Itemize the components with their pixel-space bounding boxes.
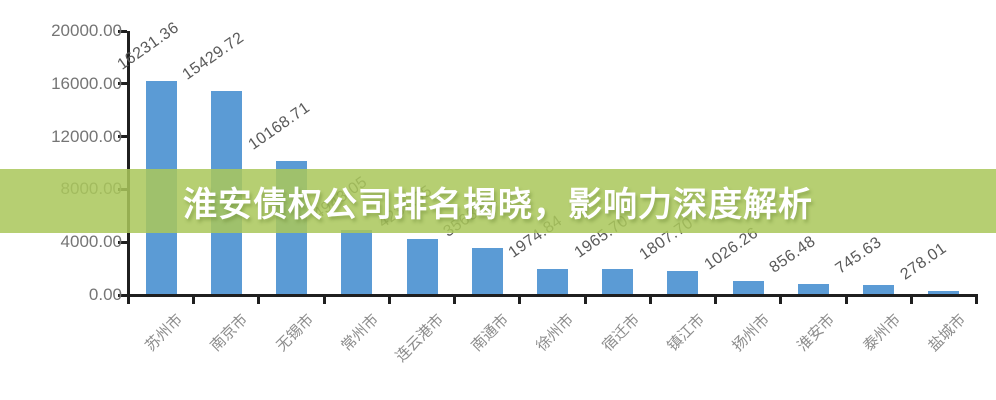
x-axis-tick bbox=[322, 295, 326, 304]
headline-text: 淮安债权公司排名揭晓，影响力深度解析 bbox=[183, 185, 813, 224]
bar bbox=[732, 281, 764, 294]
bar-value-label: 745.63 bbox=[832, 233, 885, 278]
y-axis-label: 16000.00 bbox=[51, 73, 122, 93]
bar-value-label: 16231.36 bbox=[114, 18, 183, 74]
y-axis-label: 0.00 bbox=[88, 285, 122, 304]
x-axis-tick bbox=[714, 295, 718, 304]
bar-value-label: 10168.71 bbox=[245, 98, 313, 154]
x-axis-tick bbox=[127, 295, 130, 304]
headline-banner: 淮安债权公司排名揭晓，影响力深度解析 bbox=[0, 169, 996, 233]
bar bbox=[863, 285, 895, 294]
x-axis-tick bbox=[257, 295, 261, 304]
x-axis-tick bbox=[453, 295, 457, 304]
category-label: 徐州市 bbox=[533, 311, 578, 355]
x-axis-tick bbox=[974, 295, 978, 304]
y-axis-tick bbox=[117, 82, 127, 86]
bar-value-label: 856.48 bbox=[766, 232, 820, 277]
category-label: 无锡市 bbox=[272, 311, 317, 355]
bar bbox=[797, 283, 829, 294]
category-label: 连云港市 bbox=[392, 311, 448, 366]
y-axis-label: 12000.00 bbox=[51, 126, 122, 146]
y-axis-line bbox=[127, 31, 130, 297]
bar bbox=[536, 268, 568, 294]
x-axis-tick bbox=[779, 295, 783, 304]
x-axis-tick bbox=[387, 295, 391, 304]
category-label: 镇江市 bbox=[664, 311, 708, 355]
y-axis-tick bbox=[117, 135, 127, 139]
x-axis-tick bbox=[192, 295, 196, 304]
x-axis-tick bbox=[844, 295, 848, 304]
category-label: 南京市 bbox=[207, 311, 252, 355]
bar bbox=[341, 229, 373, 294]
x-axis-tick bbox=[518, 295, 522, 304]
category-label: 常州市 bbox=[337, 311, 382, 355]
category-label: 南通市 bbox=[468, 311, 513, 355]
bar-value-label: 15429.72 bbox=[179, 29, 248, 84]
y-axis-tick bbox=[117, 240, 127, 244]
bar bbox=[928, 291, 960, 294]
category-label: 苏州市 bbox=[142, 311, 187, 355]
y-axis-label: 20000.00 bbox=[51, 21, 122, 40]
category-label: 宿迁市 bbox=[598, 311, 643, 355]
x-axis-tick bbox=[648, 295, 652, 304]
category-label: 扬州市 bbox=[729, 311, 774, 355]
y-axis-label: 4000.00 bbox=[60, 232, 122, 252]
x-axis-line bbox=[127, 293, 978, 297]
bar bbox=[667, 271, 699, 294]
bar bbox=[471, 247, 503, 294]
y-axis-tick bbox=[117, 29, 127, 33]
bar bbox=[406, 239, 438, 294]
bar-value-label: 278.01 bbox=[897, 240, 950, 284]
x-axis-tick bbox=[583, 295, 587, 304]
y-axis-tick bbox=[117, 293, 127, 297]
x-axis-tick bbox=[909, 295, 913, 304]
category-label: 淮安市 bbox=[794, 311, 839, 355]
category-label: 泰州市 bbox=[859, 311, 904, 355]
category-label: 盐城市 bbox=[925, 311, 969, 355]
bar bbox=[602, 269, 634, 294]
